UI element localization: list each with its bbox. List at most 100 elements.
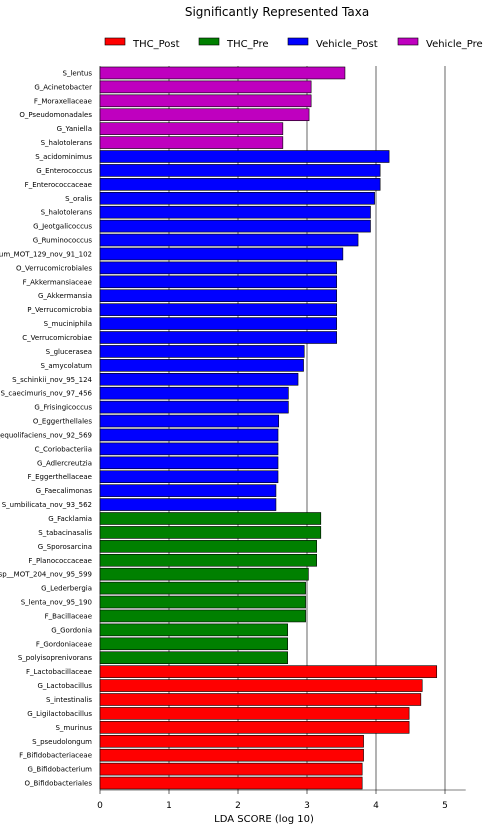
- bar-g-frisingicoccus-24: [99, 400, 289, 414]
- y-tick-label: S_caecimuris_nov_97_456: [0, 390, 92, 398]
- bar-s-ruminococcaceae-bacterium-mot-129-nov-91-102-13: [99, 247, 344, 261]
- bar-f-moraxellaceae-2: [99, 94, 312, 108]
- y-tick-label: F_Akkermansiaceae: [23, 278, 92, 286]
- bar-s-pseudolongum-48: [99, 734, 364, 748]
- bar-f-akkermansiaceae-15: [99, 275, 337, 289]
- y-tick-label: C_Coriobacteriia: [35, 445, 92, 453]
- bar-g-ruminococcus-12: [99, 233, 359, 247]
- bar-s-lenta-nov-95-190-38: [99, 595, 306, 609]
- bar-p-verrucomicrobia-17: [99, 303, 337, 316]
- legend-swatch-vehicle-pre: [397, 37, 419, 46]
- bar-g-adlercreutzia-28: [99, 456, 279, 470]
- y-tick-label: O_Eggerthellales: [33, 418, 92, 426]
- bar-g-akkermansia-16: [99, 289, 337, 303]
- y-tick-label: S_equolifaciens_nov_92_569: [0, 431, 92, 439]
- y-tick-label: O_Pseudomonadales: [19, 111, 92, 119]
- x-tick-label: 5: [442, 801, 448, 811]
- y-tick-label: S_lentus: [63, 69, 93, 77]
- y-tick-label: G_Lactobacillus: [38, 682, 93, 690]
- bar-c-verrucomicrobiae-19: [99, 331, 337, 344]
- y-tick-label: G_Adlercreutzia: [37, 459, 92, 467]
- y-tick-label: F_Bifidobacteriaceae: [19, 752, 92, 760]
- y-tick-label: G_Ligilactobacillus: [27, 710, 92, 718]
- x-axis-title: LDA SCORE (log 10): [214, 814, 314, 825]
- legend-swatch-thc-post: [104, 37, 126, 46]
- y-tick-label: S_halotolerans: [41, 139, 93, 147]
- bar-s-lederbergia-sp--mot-204-nov-95-599-36: [99, 567, 309, 581]
- y-tick-label: S_schinkii_nov_95_124: [12, 376, 92, 384]
- y-tick-label: G_Frisingicoccus: [34, 404, 92, 412]
- y-tick-label: S_glucerasea: [46, 348, 92, 356]
- legend-label-vehicle-pre: Vehicle_Pre: [426, 39, 483, 50]
- y-tick-label: G_Sporosarcina: [38, 543, 92, 551]
- bar-g-sporosarcina-34: [99, 540, 317, 553]
- bar-s-glucerasea-20: [99, 345, 305, 358]
- bar-s-caecimuris-nov-97-456-23: [99, 386, 289, 400]
- bar-g-lederbergia-37: [99, 581, 306, 595]
- y-tick-label: S_tabacinasalis: [38, 529, 92, 537]
- y-tick-label: S_acidominimus: [35, 153, 92, 161]
- y-tick-label: G_Ruminococcus: [33, 237, 93, 245]
- bar-g-facklamia-32: [99, 512, 322, 525]
- legend: THC_Post THC_Pre Vehicle_Post Vehicle_Pre: [104, 37, 483, 50]
- legend-label-vehicle-post: Vehicle_Post: [316, 39, 378, 50]
- bar-g-yaniella-4: [99, 122, 284, 135]
- bar-g-bifidobacterium-50: [99, 762, 363, 776]
- y-tick-label: S_lenta_nov_95_190: [21, 599, 92, 607]
- y-tick-label: S_intestinalis: [46, 696, 92, 704]
- bars: [99, 66, 438, 790]
- y-tick-label: S_polyisoprenivorans: [18, 654, 93, 662]
- y-tick-label: S_oralis: [65, 195, 92, 203]
- y-tick-label: F_Enterococcaceae: [25, 181, 92, 189]
- x-tick-label: 2: [235, 801, 241, 811]
- bar-g-ligilactobacillus-46: [99, 707, 410, 720]
- y-tick-label: G_Enterococcus: [36, 167, 92, 175]
- bar-s-umbilicata-nov-93-562-31: [99, 498, 277, 511]
- bar-o-verrucomicrobiales-14: [99, 261, 337, 275]
- x-tick-label: 3: [304, 801, 310, 811]
- bar-s-intestinalis-45: [99, 693, 422, 706]
- bar-f-gordoniaceae-41: [99, 637, 288, 651]
- bar-g-jeotgalicoccus-11: [99, 219, 371, 233]
- y-tick-label: F_Bacillaceae: [45, 612, 92, 620]
- bar-f-enterococcaceae-8: [99, 178, 381, 191]
- bar-f-lactobacillaceae-43: [99, 665, 438, 678]
- y-tick-label: F_Moraxellaceae: [34, 97, 92, 105]
- bar-g-faecalimonas-30: [99, 484, 277, 497]
- legend-swatch-thc-pre: [198, 37, 220, 46]
- bar-g-lactobacillus-44: [99, 679, 423, 692]
- legend-label-thc-post: THC_Post: [132, 39, 180, 50]
- y-tick-label: G_Yaniella: [57, 125, 92, 133]
- bar-s-oralis-9: [99, 191, 375, 205]
- y-tick-label: F_Lactobacillaceae: [26, 668, 92, 676]
- bar-s-amycolatum-21: [99, 359, 304, 372]
- y-tick-label: S_pseudolongum: [32, 738, 92, 746]
- y-tick-label: P_Verrucomicrobia: [27, 306, 92, 314]
- y-tick-label: G_Gordonia: [51, 626, 92, 634]
- y-tick-label: G_Lederbergia: [41, 585, 92, 593]
- bar-f-bifidobacteriaceae-49: [99, 748, 364, 762]
- y-tick-label: G_Facklamia: [48, 515, 92, 523]
- y-tick-label: F_Planococcaceae: [28, 557, 92, 565]
- bar-o-bifidobacteriales-51: [99, 776, 363, 790]
- bar-f-bacillaceae-39: [99, 609, 306, 623]
- bar-s-halotolerans-5: [99, 136, 284, 149]
- y-tick-label: F_Gordoniaceae: [36, 640, 92, 648]
- x-axis: 0 1 2 3 4 5: [97, 789, 466, 811]
- bar-s-polyisoprenivorans-42: [99, 651, 288, 665]
- bar-g-gordonia-40: [99, 623, 288, 637]
- bar-s-acidominimus-6: [99, 150, 390, 163]
- y-axis-labels: S_lentus G_Acinetobacter F_Moraxellaceae O_…: [0, 69, 93, 787]
- bar-f-planococcaceae-35: [99, 553, 317, 567]
- x-tick-label: 4: [373, 801, 379, 811]
- chart-title: Significantly Represented Taxa: [185, 5, 369, 19]
- bar-s-equolifaciens-nov-92-569-26: [99, 428, 279, 442]
- bar-f-eggerthellaceae-29: [99, 470, 279, 484]
- y-tick-label: G_Akkermansia: [38, 292, 92, 300]
- y-tick-label: S_Ruminococcaceae_bacterium_MOT_129_nov_…: [0, 250, 92, 258]
- y-tick-label: F_Eggerthellaceae: [28, 473, 92, 481]
- bar-g-enterococcus-7: [99, 164, 381, 177]
- x-tick-label: 1: [166, 801, 172, 811]
- bar-s-muciniphila-18: [99, 317, 337, 330]
